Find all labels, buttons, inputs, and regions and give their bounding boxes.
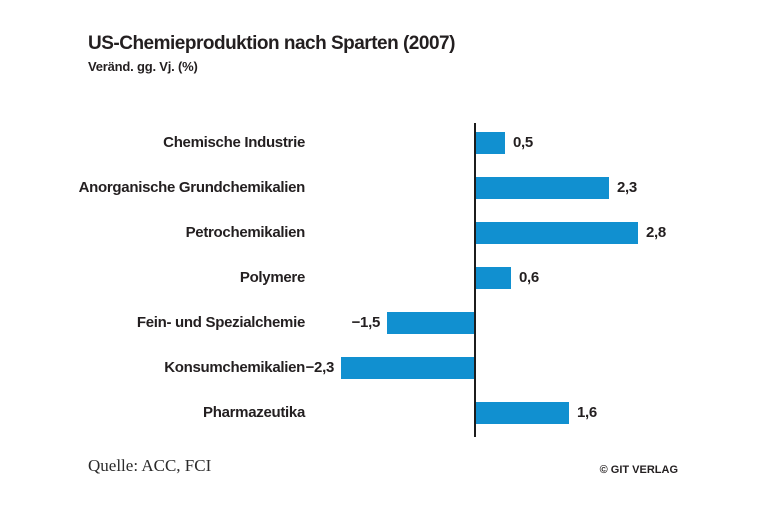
baseline-axis bbox=[474, 123, 476, 437]
copyright-text: © GIT VERLAG bbox=[599, 464, 678, 476]
bar bbox=[341, 357, 474, 379]
bar bbox=[476, 132, 505, 154]
value-label: −1,5 bbox=[351, 314, 381, 331]
category-label: Petrochemikalien bbox=[185, 224, 306, 241]
bar bbox=[476, 222, 638, 244]
category-label: Polymere bbox=[239, 269, 305, 286]
category-label: Fein- und Spezialchemie bbox=[136, 314, 305, 331]
source-text: Quelle: ACC, FCI bbox=[88, 456, 212, 475]
value-label: 0,6 bbox=[519, 269, 539, 286]
category-label: Anorganische Grundchemikalien bbox=[78, 179, 306, 196]
category-label: Pharmazeutika bbox=[203, 404, 305, 421]
category-label: Chemische Industrie bbox=[163, 134, 305, 151]
chart-subtitle: Veränd. gg. Vj. (%) bbox=[88, 59, 198, 74]
chart-header: US-Chemieproduktion nach Sparten (2007) … bbox=[88, 33, 455, 74]
value-label: 2,8 bbox=[646, 224, 666, 241]
bar bbox=[476, 177, 609, 199]
category-label: Konsumchemikalien bbox=[164, 359, 305, 376]
value-label: 0,5 bbox=[513, 134, 533, 151]
chart-title: US-Chemieproduktion nach Sparten (2007) bbox=[88, 33, 455, 54]
bar bbox=[476, 267, 511, 289]
value-label: −2,3 bbox=[305, 359, 335, 376]
bar bbox=[476, 402, 569, 424]
bar bbox=[387, 312, 474, 334]
value-label: 2,3 bbox=[617, 179, 637, 196]
value-label: 1,6 bbox=[577, 404, 597, 421]
